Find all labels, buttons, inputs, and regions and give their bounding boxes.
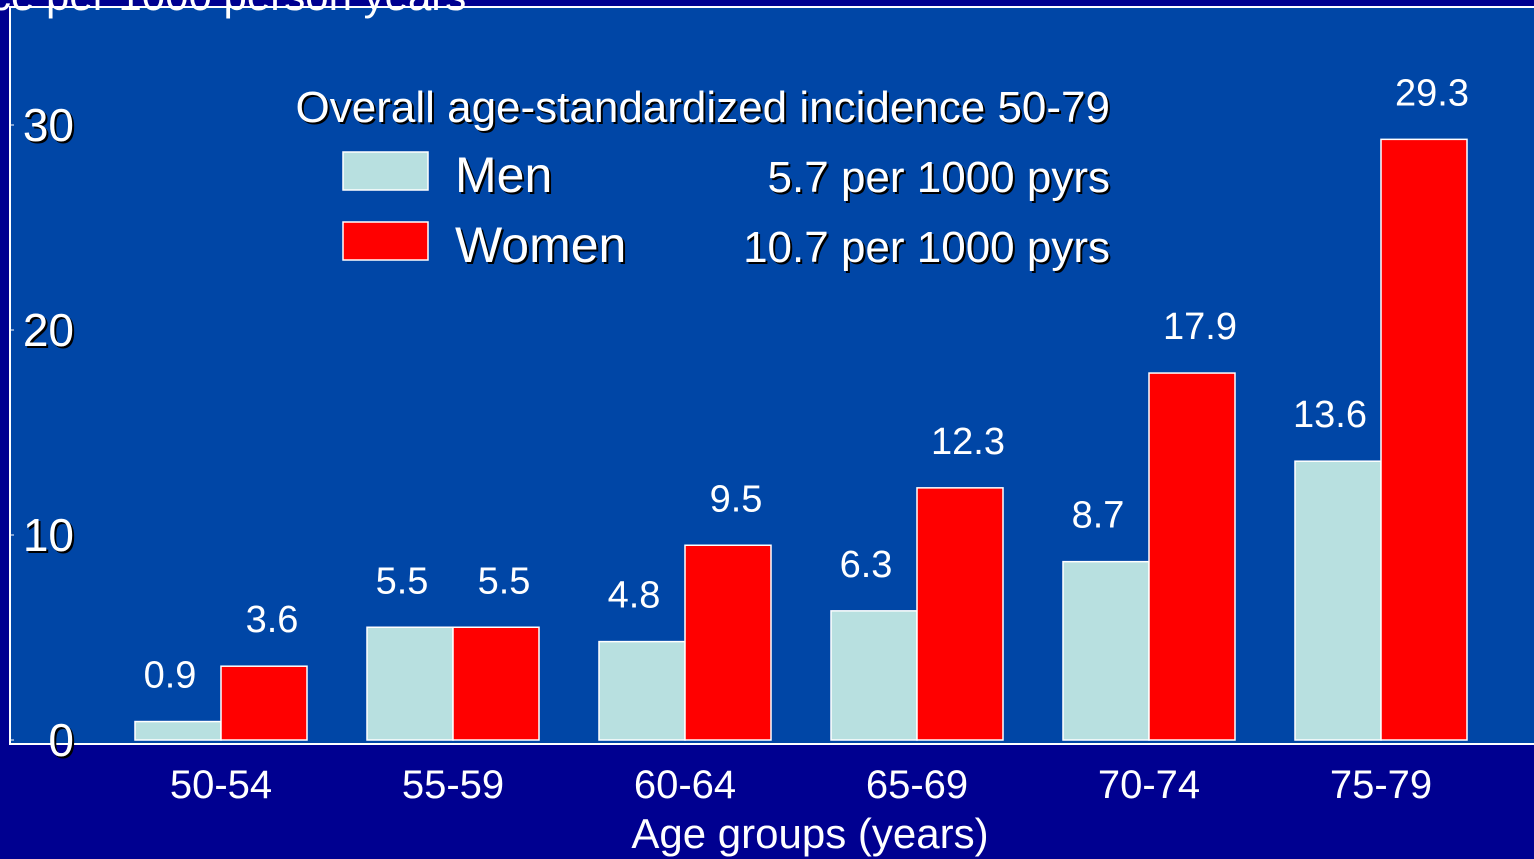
bar — [916, 487, 1004, 741]
x-tick-label: 70-74 — [1098, 763, 1200, 807]
data-label: 29.3 — [1395, 72, 1469, 114]
data-label: 9.5 — [710, 478, 763, 520]
y-tick-label: 0 — [48, 714, 74, 766]
plot-area — [9, 6, 1534, 745]
data-label: 0.9 — [144, 655, 197, 697]
x-tick-label: 50-54 — [170, 763, 272, 807]
bar — [220, 665, 308, 741]
x-tick-label: 55-59 — [402, 763, 504, 807]
bar — [830, 610, 918, 741]
data-label: 4.8 — [608, 575, 661, 617]
legend-value: 5.7 per 1000 pyrs — [768, 153, 1110, 202]
bar — [1380, 138, 1468, 741]
bar — [684, 544, 772, 741]
legend-title: Overall age-standardized incidence 50-79 — [296, 83, 1111, 132]
legend-swatch — [342, 151, 429, 191]
legend-label: Men — [455, 147, 552, 203]
bar — [1294, 460, 1382, 741]
y-axis-label: ce per 1000 person years — [0, 0, 466, 19]
x-tick-label: 60-64 — [634, 763, 736, 807]
data-label: 12.3 — [931, 421, 1005, 463]
data-label: 6.3 — [840, 544, 893, 586]
bar — [598, 640, 686, 741]
bar — [366, 626, 454, 741]
y-tick-label: 10 — [23, 509, 74, 561]
data-label: 3.6 — [246, 599, 299, 641]
legend-swatch — [342, 221, 429, 261]
data-label: 17.9 — [1163, 306, 1237, 348]
data-label: 5.5 — [376, 560, 429, 602]
x-tick-label: 75-79 — [1330, 763, 1432, 807]
bar — [1062, 560, 1150, 741]
data-label: 13.6 — [1293, 394, 1367, 436]
y-tick-label: 20 — [23, 304, 74, 356]
y-tick-label: 30 — [23, 99, 74, 151]
bar — [134, 720, 222, 741]
data-label: 8.7 — [1072, 495, 1125, 537]
x-axis-label: Age groups (years) — [631, 810, 988, 857]
legend-label: Women — [455, 217, 626, 273]
bar — [1148, 372, 1236, 741]
legend-value: 10.7 per 1000 pyrs — [743, 223, 1110, 272]
bar — [452, 626, 540, 741]
x-tick-label: 65-69 — [866, 763, 968, 807]
data-label: 5.5 — [478, 560, 531, 602]
